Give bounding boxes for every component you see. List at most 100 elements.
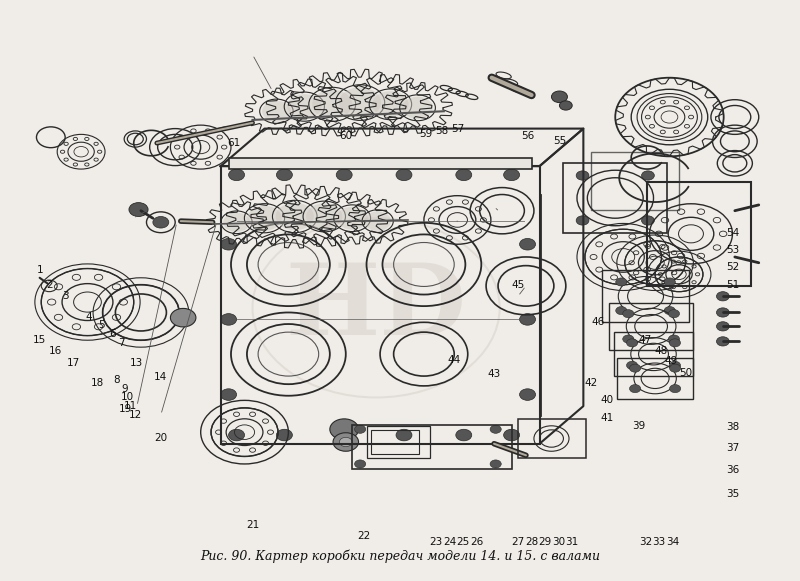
Bar bbox=[221, 166, 539, 444]
Text: 57: 57 bbox=[450, 124, 464, 134]
Text: 15: 15 bbox=[33, 335, 46, 345]
Text: 33: 33 bbox=[653, 537, 666, 547]
Circle shape bbox=[626, 339, 638, 347]
Circle shape bbox=[396, 429, 412, 441]
Circle shape bbox=[456, 429, 472, 441]
Circle shape bbox=[664, 278, 675, 286]
Text: 55: 55 bbox=[553, 137, 566, 146]
Text: 12: 12 bbox=[129, 410, 142, 420]
Text: 11: 11 bbox=[124, 401, 137, 411]
Text: 52: 52 bbox=[726, 263, 740, 272]
Bar bbox=[518, 419, 586, 458]
Text: 29: 29 bbox=[538, 537, 552, 547]
Text: 45: 45 bbox=[511, 279, 525, 290]
Text: 26: 26 bbox=[470, 537, 483, 547]
Circle shape bbox=[229, 429, 245, 441]
Text: 18: 18 bbox=[90, 378, 104, 388]
Circle shape bbox=[664, 307, 675, 315]
Circle shape bbox=[223, 213, 250, 232]
Circle shape bbox=[504, 169, 519, 181]
Circle shape bbox=[642, 216, 654, 225]
Circle shape bbox=[221, 238, 237, 250]
Text: 30: 30 bbox=[552, 537, 566, 547]
Circle shape bbox=[247, 206, 282, 231]
Text: 17: 17 bbox=[66, 358, 80, 368]
Bar bbox=[563, 163, 667, 232]
Circle shape bbox=[277, 169, 292, 181]
Text: 6: 6 bbox=[110, 329, 116, 339]
Bar bbox=[610, 303, 693, 350]
Text: HD: HD bbox=[286, 259, 466, 356]
Circle shape bbox=[668, 335, 679, 343]
Bar bbox=[614, 332, 694, 376]
Text: 32: 32 bbox=[639, 537, 652, 547]
Text: 58: 58 bbox=[435, 127, 448, 137]
Text: 1: 1 bbox=[36, 266, 43, 275]
Circle shape bbox=[372, 91, 409, 117]
Circle shape bbox=[551, 91, 567, 103]
Circle shape bbox=[490, 460, 502, 468]
Circle shape bbox=[312, 89, 352, 119]
Text: 9: 9 bbox=[122, 384, 128, 394]
Text: 25: 25 bbox=[456, 537, 470, 547]
Circle shape bbox=[153, 217, 169, 228]
Text: 43: 43 bbox=[487, 370, 501, 379]
Circle shape bbox=[519, 314, 535, 325]
Circle shape bbox=[717, 322, 730, 331]
Circle shape bbox=[354, 460, 366, 468]
Text: 39: 39 bbox=[633, 421, 646, 431]
Text: 47: 47 bbox=[639, 335, 652, 345]
Text: 23: 23 bbox=[430, 537, 442, 547]
Circle shape bbox=[670, 339, 681, 347]
Text: 5: 5 bbox=[98, 320, 104, 330]
Circle shape bbox=[364, 211, 391, 231]
Text: 56: 56 bbox=[521, 131, 534, 141]
Text: 54: 54 bbox=[726, 228, 740, 238]
Circle shape bbox=[717, 337, 730, 346]
Circle shape bbox=[490, 425, 502, 433]
Circle shape bbox=[622, 335, 634, 343]
Text: 49: 49 bbox=[665, 356, 678, 366]
Circle shape bbox=[354, 425, 366, 433]
Text: 20: 20 bbox=[154, 433, 167, 443]
Circle shape bbox=[717, 292, 730, 301]
Circle shape bbox=[129, 203, 148, 217]
Circle shape bbox=[229, 169, 245, 181]
Circle shape bbox=[717, 308, 730, 317]
Circle shape bbox=[670, 361, 681, 370]
Circle shape bbox=[576, 216, 589, 225]
Text: 28: 28 bbox=[525, 537, 538, 547]
Text: 41: 41 bbox=[601, 413, 614, 423]
Text: 61: 61 bbox=[227, 138, 241, 148]
Text: 37: 37 bbox=[726, 443, 740, 453]
Bar bbox=[371, 431, 419, 454]
Circle shape bbox=[262, 101, 290, 121]
Text: 10: 10 bbox=[121, 393, 134, 403]
Circle shape bbox=[616, 278, 627, 286]
Circle shape bbox=[668, 310, 679, 318]
Text: 16: 16 bbox=[49, 346, 62, 356]
Text: 51: 51 bbox=[726, 279, 740, 290]
Circle shape bbox=[630, 385, 641, 393]
Text: 46: 46 bbox=[591, 317, 604, 327]
Text: Рис. 90. Картер коробки передач модели 14. и 15. с валами: Рис. 90. Картер коробки передач модели 1… bbox=[200, 550, 600, 563]
Bar bbox=[366, 426, 430, 458]
Bar bbox=[647, 182, 750, 286]
Text: 14: 14 bbox=[154, 372, 167, 382]
Text: 36: 36 bbox=[726, 465, 740, 475]
Circle shape bbox=[221, 314, 237, 325]
Circle shape bbox=[336, 429, 352, 441]
Text: 8: 8 bbox=[114, 375, 120, 385]
Circle shape bbox=[221, 389, 237, 400]
Text: 19: 19 bbox=[118, 404, 131, 414]
Circle shape bbox=[670, 385, 681, 393]
Circle shape bbox=[630, 364, 641, 372]
Text: 50: 50 bbox=[679, 368, 692, 378]
Circle shape bbox=[276, 203, 314, 230]
Circle shape bbox=[336, 169, 352, 181]
Circle shape bbox=[170, 309, 196, 327]
Circle shape bbox=[336, 207, 368, 229]
Circle shape bbox=[287, 94, 322, 119]
Text: 44: 44 bbox=[447, 355, 461, 365]
Circle shape bbox=[616, 307, 627, 315]
